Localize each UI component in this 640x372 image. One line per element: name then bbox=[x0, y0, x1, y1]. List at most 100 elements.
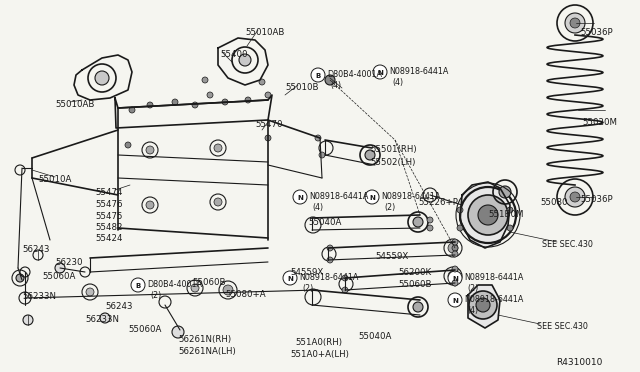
Circle shape bbox=[319, 152, 325, 158]
Text: N: N bbox=[287, 276, 293, 282]
Circle shape bbox=[468, 195, 508, 235]
Circle shape bbox=[507, 207, 513, 213]
Circle shape bbox=[448, 293, 462, 307]
Text: (2): (2) bbox=[150, 291, 161, 300]
Text: B: B bbox=[136, 283, 141, 289]
Text: D80B4-4001A: D80B4-4001A bbox=[327, 70, 382, 79]
Circle shape bbox=[507, 225, 513, 231]
Circle shape bbox=[365, 150, 375, 160]
Text: N08918-6441A: N08918-6441A bbox=[464, 295, 524, 304]
Circle shape bbox=[452, 267, 458, 273]
Text: 54559X: 54559X bbox=[375, 252, 408, 261]
Text: 56230: 56230 bbox=[55, 258, 83, 267]
Circle shape bbox=[448, 243, 458, 253]
Text: N08918-6441A: N08918-6441A bbox=[381, 192, 440, 201]
Circle shape bbox=[95, 71, 109, 85]
Circle shape bbox=[457, 207, 463, 213]
Circle shape bbox=[413, 302, 423, 312]
Text: 55010AB: 55010AB bbox=[55, 100, 94, 109]
Text: (4): (4) bbox=[330, 81, 341, 90]
Text: (2): (2) bbox=[384, 203, 396, 212]
Circle shape bbox=[245, 97, 251, 103]
Text: 55474: 55474 bbox=[95, 188, 122, 197]
Text: 56200K: 56200K bbox=[398, 268, 431, 277]
Text: N08918-6441A: N08918-6441A bbox=[299, 273, 358, 282]
Circle shape bbox=[293, 190, 307, 204]
Circle shape bbox=[327, 245, 333, 251]
Text: 551B0M: 551B0M bbox=[488, 210, 524, 219]
Text: 55424: 55424 bbox=[95, 234, 122, 243]
Circle shape bbox=[146, 146, 154, 154]
Text: 55400: 55400 bbox=[220, 50, 248, 59]
Text: 55501(RH): 55501(RH) bbox=[370, 145, 417, 154]
Circle shape bbox=[448, 271, 458, 281]
Text: 55040A: 55040A bbox=[358, 332, 392, 341]
Circle shape bbox=[452, 280, 458, 286]
Circle shape bbox=[16, 274, 24, 282]
Circle shape bbox=[214, 198, 222, 206]
Circle shape bbox=[469, 291, 497, 319]
Text: (4): (4) bbox=[467, 306, 478, 315]
Text: N08918-6441A: N08918-6441A bbox=[389, 67, 449, 76]
Text: 55010B: 55010B bbox=[285, 83, 319, 92]
Text: D80B4-4001A: D80B4-4001A bbox=[147, 280, 202, 289]
Circle shape bbox=[23, 315, 33, 325]
Circle shape bbox=[570, 18, 580, 28]
Text: N: N bbox=[369, 195, 375, 201]
Circle shape bbox=[565, 13, 585, 33]
Text: 55482: 55482 bbox=[95, 223, 122, 232]
Circle shape bbox=[192, 102, 198, 108]
Text: 55475: 55475 bbox=[95, 212, 122, 221]
Circle shape bbox=[202, 77, 208, 83]
Circle shape bbox=[565, 187, 585, 207]
Polygon shape bbox=[468, 285, 500, 328]
Circle shape bbox=[259, 79, 265, 85]
Circle shape bbox=[223, 285, 233, 295]
Circle shape bbox=[427, 225, 433, 231]
Text: 55476: 55476 bbox=[95, 200, 122, 209]
Text: 55502(LH): 55502(LH) bbox=[370, 158, 415, 167]
Text: 56243: 56243 bbox=[22, 245, 49, 254]
Circle shape bbox=[478, 205, 498, 225]
Text: 55060A: 55060A bbox=[42, 272, 76, 281]
Text: 56261N(RH): 56261N(RH) bbox=[178, 335, 231, 344]
Circle shape bbox=[342, 275, 348, 281]
Circle shape bbox=[239, 54, 251, 66]
Circle shape bbox=[172, 99, 178, 105]
Circle shape bbox=[129, 107, 135, 113]
Circle shape bbox=[570, 192, 580, 202]
Text: 551A0(RH): 551A0(RH) bbox=[295, 338, 342, 347]
Text: 55060B: 55060B bbox=[192, 278, 225, 287]
Text: N: N bbox=[452, 298, 458, 304]
Text: N08918-6441A: N08918-6441A bbox=[464, 273, 524, 282]
Text: 55010A: 55010A bbox=[38, 175, 72, 184]
Text: 55470: 55470 bbox=[255, 120, 282, 129]
Text: 55036P: 55036P bbox=[580, 195, 612, 204]
Text: (4): (4) bbox=[392, 78, 403, 87]
Circle shape bbox=[427, 217, 433, 223]
Circle shape bbox=[147, 102, 153, 108]
Text: N: N bbox=[452, 276, 458, 282]
Text: (2): (2) bbox=[302, 284, 313, 293]
Text: N: N bbox=[297, 195, 303, 201]
Text: 55060A: 55060A bbox=[128, 325, 161, 334]
Text: 55080+A: 55080+A bbox=[225, 290, 266, 299]
Circle shape bbox=[125, 142, 131, 148]
Circle shape bbox=[207, 92, 213, 98]
Text: 56261NA(LH): 56261NA(LH) bbox=[178, 347, 236, 356]
Text: 55226+P: 55226+P bbox=[418, 198, 458, 207]
Circle shape bbox=[327, 257, 333, 263]
Circle shape bbox=[452, 245, 458, 251]
Circle shape bbox=[452, 251, 458, 257]
Circle shape bbox=[450, 273, 456, 279]
Text: B: B bbox=[316, 73, 321, 79]
Text: 55040A: 55040A bbox=[308, 218, 341, 227]
Text: R4310010: R4310010 bbox=[556, 358, 602, 367]
Circle shape bbox=[373, 65, 387, 79]
Text: SEE SEC.430: SEE SEC.430 bbox=[537, 322, 588, 331]
Text: 55020M: 55020M bbox=[582, 118, 617, 127]
Text: 56233N: 56233N bbox=[85, 315, 119, 324]
Circle shape bbox=[325, 75, 335, 85]
Circle shape bbox=[452, 266, 458, 272]
Circle shape bbox=[265, 135, 271, 141]
